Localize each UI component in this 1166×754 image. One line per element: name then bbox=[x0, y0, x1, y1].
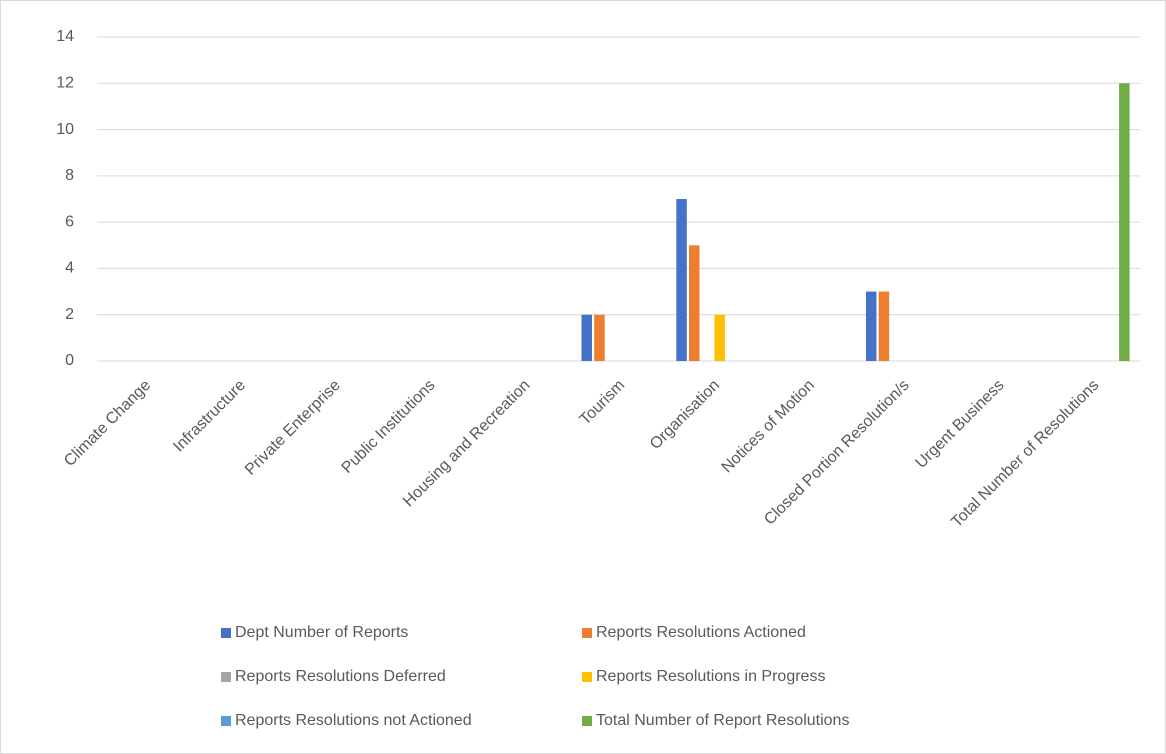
legend-swatch bbox=[221, 672, 231, 682]
bar bbox=[594, 314, 605, 361]
bar bbox=[676, 199, 687, 361]
legend-swatch bbox=[582, 628, 592, 638]
legend-swatch bbox=[221, 716, 231, 726]
legend-swatch bbox=[582, 716, 592, 726]
legend-swatch bbox=[221, 628, 231, 638]
y-tick-label: 14 bbox=[56, 28, 74, 45]
bar bbox=[865, 291, 877, 361]
bar bbox=[714, 314, 725, 361]
bar bbox=[878, 291, 890, 361]
legend-label: Dept Number of Reports bbox=[235, 624, 408, 641]
y-tick-label: 12 bbox=[56, 75, 74, 92]
y-tick-label: 2 bbox=[65, 306, 74, 323]
y-tick-label: 6 bbox=[65, 213, 74, 230]
legend-label: Reports Resolutions Actioned bbox=[596, 624, 806, 641]
y-tick-label: 0 bbox=[65, 352, 74, 369]
bar bbox=[1119, 83, 1130, 362]
y-tick-label: 4 bbox=[65, 260, 74, 277]
legend-label: Reports Resolutions in Progress bbox=[596, 668, 825, 685]
bar bbox=[581, 314, 592, 361]
y-tick-label: 10 bbox=[56, 121, 74, 138]
bar bbox=[689, 245, 700, 361]
legend-label: Total Number of Report Resolutions bbox=[596, 712, 849, 729]
legend-label: Reports Resolutions Deferred bbox=[235, 668, 446, 685]
y-tick-label: 8 bbox=[65, 167, 74, 184]
legend-label: Reports Resolutions not Actioned bbox=[235, 712, 472, 729]
legend-swatch bbox=[582, 672, 592, 682]
